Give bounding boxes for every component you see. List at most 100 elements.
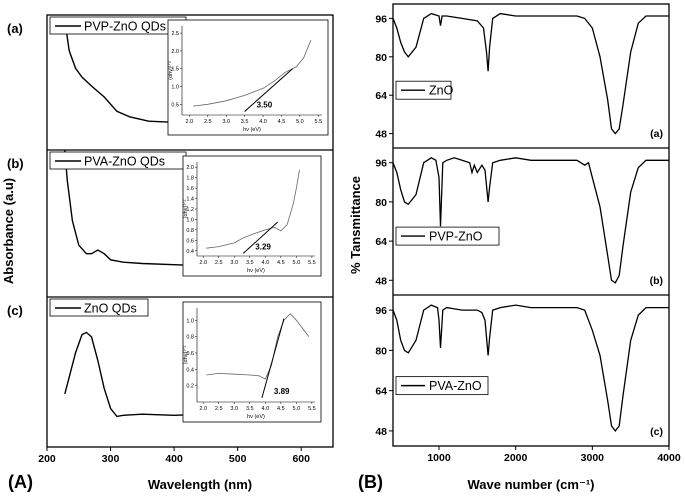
x-tick-label: 1000 [427, 452, 451, 464]
inset-x-tick-label: 2.5 [215, 406, 223, 412]
figure-label-a: (A) [8, 472, 33, 492]
y-tick-label: 64 [375, 236, 387, 248]
transmittance-curve [392, 304, 669, 432]
legend-label: PVP-ZnO [429, 230, 483, 244]
inset-x-tick-label: 2.5 [204, 119, 212, 125]
legend-box [49, 298, 149, 317]
x-tick-label: 3000 [581, 452, 605, 464]
inset-y-tick-label: 1.2 [186, 207, 194, 213]
inset-x-tick-label: 2.0 [186, 119, 194, 125]
inset-x-tick-label: 2.0 [199, 406, 207, 412]
inset-y-tick-label: 2.0 [186, 165, 194, 171]
y-tick-label: 96 [375, 305, 387, 317]
inset-y-tick-label: 2.5 [171, 31, 179, 37]
y-tick-label: 96 [375, 158, 387, 170]
x-tick-label: 300 [102, 453, 120, 465]
inset-x-tick-label: 4.5 [277, 260, 285, 266]
inset-x-tick-label: 4.0 [261, 406, 269, 412]
y-tick-label: 80 [375, 345, 387, 357]
y-tick-label: 64 [375, 90, 387, 102]
inset-y-tick-label: 0.6 [186, 351, 194, 357]
inset-y-tick-label: 0.2 [186, 384, 194, 390]
inset-x-label: hν (eV) [243, 127, 261, 133]
y-tick-label: 48 [375, 426, 387, 438]
inset-plot: 2.0 2.5 3.0 3.5 4.0 4.5 5.0 5.5 0.5 1.0 1.5 2.0 2.5 h… [167, 19, 329, 136]
legend-label: ZnO [429, 84, 454, 98]
x-tick-label: 200 [38, 453, 56, 465]
inset-y-label: (αhν)¹ᐟ² [182, 200, 189, 219]
inset-y-tick-label: 0.4 [186, 367, 194, 373]
legend-label: ZnO QDs [84, 302, 137, 316]
inset-x-tick-label: 5.0 [293, 260, 301, 266]
inset-x-tick-label: 3.5 [246, 260, 254, 266]
inset-x-tick-label: 3.5 [246, 406, 254, 412]
y-tick-label: 48 [375, 129, 387, 141]
inset-y-label: (αhν)¹ᐟ² [167, 61, 174, 80]
inset-x-tick-label: 2.0 [199, 260, 207, 266]
inset-plot: 2.0 2.5 3.0 3.5 4.0 4.5 5.0 5.5 0.2 0.4 0.6 0.8 1.0 h… [182, 301, 322, 423]
inset-y-tick-label: 0.8 [186, 228, 194, 234]
tauc-curve [193, 40, 312, 107]
inset-y-tick-label: 0.4 [186, 249, 194, 255]
inset-y-tick-label: 1.4 [186, 197, 194, 203]
inset-plot: 2.0 2.5 3.0 3.5 4.0 4.5 5.0 5.5 0.4 0.6 0.8 1.0 1.2 1… [182, 155, 322, 277]
band-gap-value: 3.89 [274, 387, 290, 396]
inset-y-tick-label: 0.6 [186, 238, 194, 244]
inset-y-label: (αhν)¹ᐟ² [182, 346, 189, 365]
inset-y-tick-label: 1.8 [186, 176, 194, 182]
plot-frame [46, 14, 334, 448]
inset-x-tick-label: 3.5 [241, 119, 249, 125]
inset-y-tick-label: 0.5 [171, 102, 179, 108]
band-gap-value: 3.29 [255, 242, 271, 251]
inset-y-tick-label: 1.6 [186, 186, 194, 192]
inset-frame [167, 19, 329, 136]
x-axis-title: Wave number (cm⁻¹) [467, 477, 594, 492]
inset-frame [182, 155, 322, 277]
panel-tag: (a) [7, 21, 23, 36]
inset-x-tick-label: 5.5 [314, 119, 322, 125]
x-tick-label: 500 [229, 453, 247, 465]
x-tick-label: 400 [165, 453, 183, 465]
transmittance-figure: 48 64 80 96 ZnO (a) 48 64 80 96 PVP-ZnO (b) 48 64 80 96… [348, 3, 681, 492]
band-gap-value: 3.50 [257, 100, 273, 109]
x-tick-label: 4000 [657, 452, 681, 464]
legend-box [395, 226, 500, 246]
legend-label: PVA-ZnO [429, 379, 482, 393]
tauc-fit-line [244, 68, 293, 112]
inset-x-tick-label: 3.0 [222, 119, 230, 125]
inset-x-tick-label: 2.5 [215, 260, 223, 266]
transmittance-curve [392, 12, 669, 135]
y-tick-label: 80 [375, 197, 387, 209]
inset-y-tick-label: 2.0 [171, 49, 179, 55]
inset-x-tick-label: 3.0 [230, 260, 238, 266]
y-axis-title: Absorbance (a.u) [1, 178, 16, 284]
inset-x-label: hν (eV) [247, 268, 265, 274]
inset-y-tick-label: 1.0 [171, 85, 179, 91]
y-tick-label: 64 [375, 386, 387, 398]
transmittance-curve [392, 157, 669, 284]
panel-tag: (a) [650, 128, 663, 140]
inset-x-tick-label: 3.0 [230, 406, 238, 412]
legend-box [395, 376, 489, 396]
tauc-fit-line [261, 318, 285, 399]
inset-x-tick-label: 4.5 [278, 119, 286, 125]
inset-x-tick-label: 5.5 [308, 260, 316, 266]
absorbance-figure: (a) PVP-ZnO QDs 2.0 2.5 3.0 3.5 4.0 4.5 5.0 5.5 0.… [1, 14, 334, 492]
inset-x-tick-label: 5.0 [293, 406, 301, 412]
legend-label: PVA-ZnO QDs [84, 155, 165, 169]
panel-tag: (c) [650, 426, 663, 438]
y-tick-label: 96 [375, 13, 387, 25]
inset-y-tick-label: 1.0 [186, 318, 194, 324]
inset-x-tick-label: 5.0 [296, 119, 304, 125]
y-tick-label: 80 [375, 52, 387, 64]
x-tick-label: 2000 [504, 452, 528, 464]
x-tick-label: 600 [292, 453, 310, 465]
inset-x-tick-label: 4.0 [261, 260, 269, 266]
figure-label-b: (B) [358, 472, 383, 492]
x-axis-title: Wavelength (nm) [148, 477, 252, 492]
y-tick-label: 48 [375, 275, 387, 287]
inset-x-tick-label: 5.5 [308, 406, 316, 412]
legend-label: PVP-ZnO QDs [84, 20, 166, 34]
inset-frame [182, 301, 322, 423]
